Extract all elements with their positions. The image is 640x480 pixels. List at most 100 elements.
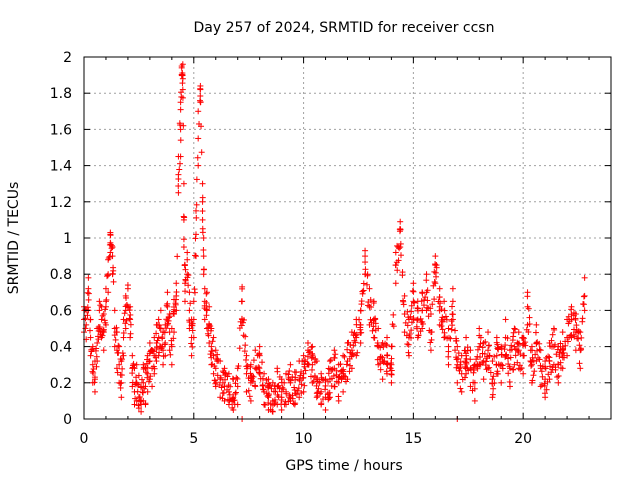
data-point: [292, 400, 299, 407]
data-point: [477, 340, 484, 347]
data-point: [461, 374, 468, 381]
data-point: [113, 347, 120, 354]
data-point: [377, 366, 384, 373]
data-point: [231, 401, 238, 408]
data-point: [129, 362, 136, 369]
data-point: [476, 343, 483, 350]
data-point: [247, 363, 254, 370]
data-point: [539, 373, 546, 380]
data-point: [153, 345, 160, 352]
data-point: [439, 326, 446, 333]
data-point: [545, 353, 552, 360]
data-point: [340, 368, 347, 375]
data-point: [192, 235, 199, 242]
data-point: [410, 280, 417, 287]
data-point: [203, 289, 210, 296]
data-point: [452, 327, 459, 334]
data-point: [212, 380, 219, 387]
data-point: [112, 336, 119, 343]
data-point: [300, 374, 307, 381]
data-point: [394, 242, 401, 249]
data-point: [171, 306, 178, 313]
data-point: [192, 231, 199, 238]
data-point: [120, 329, 127, 336]
data-point: [175, 189, 182, 196]
data-point: [347, 362, 354, 369]
data-point: [189, 320, 196, 327]
data-point: [397, 252, 404, 259]
data-point: [447, 335, 454, 342]
data-point: [332, 351, 339, 358]
data-point: [131, 401, 138, 408]
data-point: [146, 339, 153, 346]
data-point: [486, 364, 493, 371]
data-point: [159, 335, 166, 342]
data-point: [559, 329, 566, 336]
data-point: [457, 358, 464, 365]
data-point: [534, 347, 541, 354]
data-point: [491, 380, 498, 387]
data-point: [360, 280, 367, 287]
data-point: [445, 353, 452, 360]
data-point: [144, 388, 151, 395]
data-point: [511, 325, 518, 332]
data-point: [449, 311, 456, 318]
data-point: [164, 289, 171, 296]
data-point: [84, 312, 91, 319]
data-point: [249, 378, 256, 385]
data-point: [505, 361, 512, 368]
data-point: [439, 314, 446, 321]
data-point: [196, 97, 203, 104]
data-point: [424, 304, 431, 311]
data-point: [117, 380, 124, 387]
data-point: [177, 160, 184, 167]
data-point: [580, 301, 587, 308]
data-point: [384, 352, 391, 359]
data-point: [200, 246, 207, 253]
data-point: [526, 321, 533, 328]
data-point: [414, 305, 421, 312]
data-point: [123, 294, 130, 301]
y-tick-label: 0: [63, 412, 72, 428]
data-point: [119, 356, 126, 363]
data-point: [350, 351, 357, 358]
data-point: [534, 339, 541, 346]
data-point: [182, 266, 189, 273]
data-point: [410, 315, 417, 322]
data-point: [419, 318, 426, 325]
data-point: [263, 377, 270, 384]
data-point: [370, 323, 377, 330]
data-point: [154, 337, 161, 344]
data-point: [193, 176, 200, 183]
data-point: [388, 343, 395, 350]
data-point: [365, 302, 372, 309]
data-point: [102, 285, 109, 292]
data-point: [98, 316, 105, 323]
data-point: [486, 342, 493, 349]
data-point: [424, 287, 431, 294]
data-point: [272, 388, 279, 395]
data-point: [467, 366, 474, 373]
data-point: [502, 342, 509, 349]
data-point: [502, 316, 509, 323]
data-point: [427, 305, 434, 312]
data-point: [419, 307, 426, 314]
data-point: [489, 358, 496, 365]
data-point: [499, 362, 506, 369]
data-point: [82, 315, 89, 322]
data-point: [297, 372, 304, 379]
data-point: [548, 369, 555, 376]
data-point: [206, 339, 213, 346]
data-point: [343, 378, 350, 385]
data-point: [176, 166, 183, 173]
data-point: [419, 290, 426, 297]
data-point: [269, 379, 276, 386]
data-point: [315, 385, 322, 392]
data-point: [177, 106, 184, 113]
data-point: [457, 385, 464, 392]
data-point: [186, 325, 193, 332]
data-point: [168, 325, 175, 332]
data-point: [325, 395, 332, 402]
data-point: [436, 294, 443, 301]
data-point: [494, 341, 501, 348]
